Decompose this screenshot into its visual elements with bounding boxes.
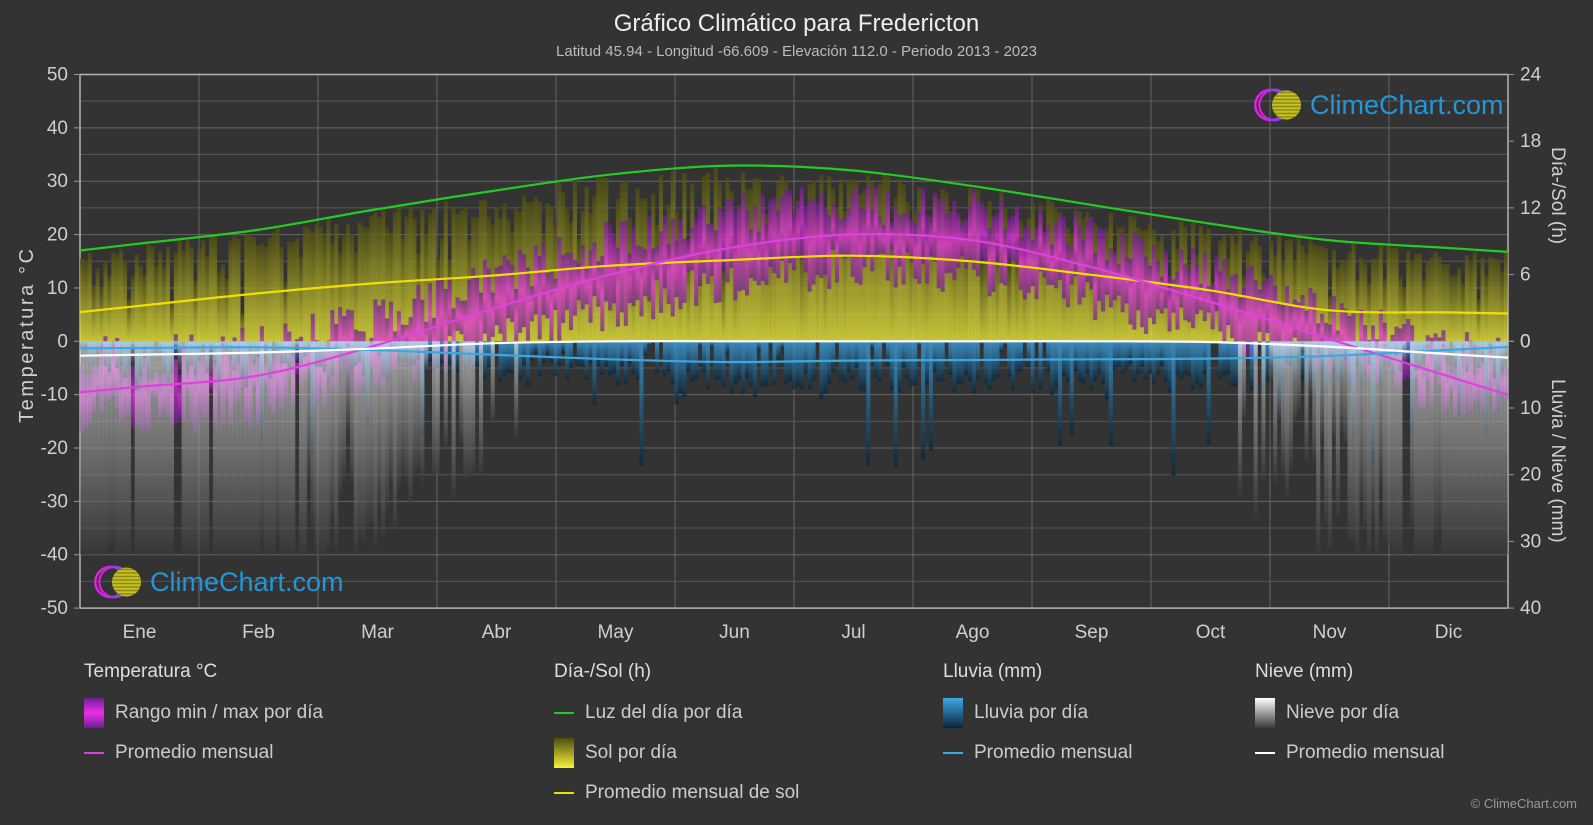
- svg-text:-30: -30: [41, 491, 68, 512]
- svg-text:40: 40: [47, 118, 68, 139]
- svg-text:Feb: Feb: [242, 622, 275, 643]
- svg-text:-40: -40: [41, 545, 68, 566]
- svg-text:-50: -50: [41, 598, 68, 619]
- svg-text:30: 30: [1520, 531, 1541, 552]
- svg-text:Jul: Jul: [841, 622, 865, 643]
- svg-text:Sep: Sep: [1075, 622, 1109, 643]
- svg-text:Ene: Ene: [123, 622, 157, 643]
- svg-text:24: 24: [1520, 65, 1542, 86]
- svg-text:10: 10: [1520, 398, 1541, 419]
- svg-text:Oct: Oct: [1196, 622, 1226, 643]
- svg-text:30: 30: [47, 171, 68, 192]
- svg-text:ClimeChart.com: ClimeChart.com: [1310, 90, 1504, 120]
- svg-text:10: 10: [47, 278, 68, 299]
- svg-text:Ago: Ago: [956, 622, 990, 643]
- svg-text:12: 12: [1520, 198, 1541, 219]
- svg-text:-10: -10: [41, 385, 68, 406]
- svg-text:50: 50: [47, 65, 68, 86]
- svg-text:May: May: [598, 622, 634, 643]
- svg-text:Dic: Dic: [1435, 622, 1462, 643]
- svg-text:ClimeChart.com: ClimeChart.com: [150, 567, 344, 597]
- svg-text:0: 0: [1520, 331, 1531, 352]
- svg-text:Jun: Jun: [719, 622, 750, 643]
- svg-text:20: 20: [47, 225, 68, 246]
- svg-text:18: 18: [1520, 131, 1541, 152]
- svg-text:6: 6: [1520, 265, 1531, 286]
- svg-text:0: 0: [57, 331, 68, 352]
- svg-text:Nov: Nov: [1313, 622, 1347, 643]
- svg-text:Abr: Abr: [482, 622, 512, 643]
- svg-text:Mar: Mar: [361, 622, 394, 643]
- svg-text:40: 40: [1520, 598, 1541, 619]
- svg-text:20: 20: [1520, 465, 1541, 486]
- svg-text:-20: -20: [41, 438, 68, 459]
